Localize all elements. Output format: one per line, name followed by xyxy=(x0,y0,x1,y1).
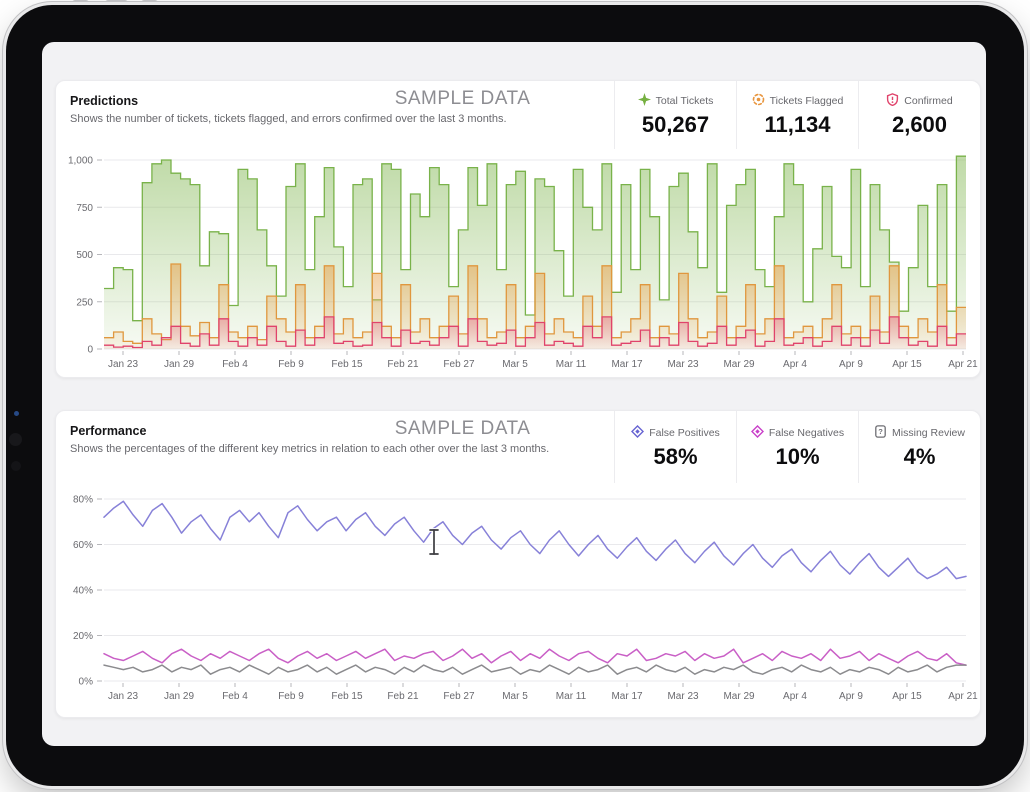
svg-text:Mar 5: Mar 5 xyxy=(502,359,528,370)
stat-label-text: Total Tickets xyxy=(655,94,714,107)
svg-text:Feb 27: Feb 27 xyxy=(443,691,475,702)
stat-label-text: Missing Review xyxy=(892,426,965,439)
svg-text:Feb 4: Feb 4 xyxy=(222,691,248,702)
svg-text:Feb 21: Feb 21 xyxy=(387,691,419,702)
svg-text:250: 250 xyxy=(76,297,93,308)
sensor-icon xyxy=(11,461,21,471)
sample-data-watermark: SAMPLE DATA xyxy=(394,88,531,109)
text-cursor-icon xyxy=(427,527,441,562)
performance-card-description: Shows the percentages of the different k… xyxy=(70,443,550,455)
predictions-card: Predictions Shows the number of tickets,… xyxy=(55,80,981,378)
svg-text:Mar 11: Mar 11 xyxy=(556,691,587,702)
sparkle-icon xyxy=(637,92,651,109)
svg-text:80%: 80% xyxy=(73,495,93,506)
stat-label-text: Tickets Flagged xyxy=(769,94,844,107)
svg-text:Mar 11: Mar 11 xyxy=(556,359,587,370)
stat-label-text: False Positives xyxy=(649,426,720,439)
performance-chart[interactable]: 0% 20% 40% 60% 80% Jan 23 Jan 29 Feb 4 Feb 9 Feb … xyxy=(56,484,982,706)
predictions-card-title: Predictions xyxy=(70,94,139,108)
svg-text:?: ? xyxy=(878,427,883,436)
svg-text:500: 500 xyxy=(76,250,93,261)
svg-text:0: 0 xyxy=(87,345,93,356)
stat-label-text: Confirmed xyxy=(904,94,953,107)
stat-value: 2,600 xyxy=(891,111,948,137)
svg-text:Mar 29: Mar 29 xyxy=(723,691,755,702)
svg-text:40%: 40% xyxy=(73,586,93,597)
svg-text:1,000: 1,000 xyxy=(68,156,93,167)
performance-card-header: Performance Shows the percentages of the… xyxy=(56,411,980,483)
svg-text:750: 750 xyxy=(76,203,93,214)
power-button[interactable] xyxy=(72,0,89,8)
svg-text:Feb 15: Feb 15 xyxy=(331,691,363,702)
stat-tickets-flagged: Tickets Flagged 11,134 xyxy=(736,81,858,149)
stat-missing-review: ? Missing Review 4% xyxy=(858,411,980,483)
svg-text:Apr 15: Apr 15 xyxy=(892,359,922,370)
svg-text:Apr 21: Apr 21 xyxy=(948,359,978,370)
predictions-stats: Total Tickets 50,267 Tickets Flagged 11,… xyxy=(614,81,980,149)
scan-target-icon xyxy=(752,93,765,109)
svg-text:20%: 20% xyxy=(73,631,93,642)
stat-false-negatives: False Negatives 10% xyxy=(736,411,858,483)
predictions-card-header: Predictions Shows the number of tickets,… xyxy=(56,81,980,149)
svg-text:Jan 23: Jan 23 xyxy=(108,359,138,370)
stat-value: 11,134 xyxy=(764,111,831,137)
predictions-card-description: Shows the number of tickets, tickets fla… xyxy=(70,113,507,125)
front-camera-icon xyxy=(14,411,19,416)
shield-alert-icon xyxy=(886,92,899,109)
stat-false-positives: False Positives 58% xyxy=(614,411,736,483)
svg-text:0%: 0% xyxy=(79,677,94,688)
svg-text:Apr 9: Apr 9 xyxy=(839,691,863,702)
svg-text:Jan 29: Jan 29 xyxy=(164,691,194,702)
volume-down-button[interactable] xyxy=(141,0,158,8)
svg-text:Feb 27: Feb 27 xyxy=(443,359,475,370)
svg-text:Apr 9: Apr 9 xyxy=(839,359,863,370)
svg-text:Feb 9: Feb 9 xyxy=(278,691,304,702)
svg-text:Mar 23: Mar 23 xyxy=(667,691,699,702)
svg-text:Mar 29: Mar 29 xyxy=(723,359,755,370)
predictions-chart[interactable]: 0 250 500 750 1,000 Jan 23 Jan 29 Feb 4 Feb 9 Feb… xyxy=(56,150,982,374)
camera-lens-icon xyxy=(9,433,22,446)
performance-card-title: Performance xyxy=(70,424,147,438)
file-question-icon: ? xyxy=(874,424,887,441)
stat-value: 10% xyxy=(775,443,820,469)
svg-text:Jan 29: Jan 29 xyxy=(164,359,194,370)
sample-data-watermark: SAMPLE DATA xyxy=(394,418,531,439)
performance-card: Performance Shows the percentages of the… xyxy=(55,410,981,718)
svg-text:Feb 9: Feb 9 xyxy=(278,359,304,370)
svg-text:Mar 17: Mar 17 xyxy=(611,359,643,370)
svg-text:Mar 17: Mar 17 xyxy=(611,691,643,702)
diamond-target-icon xyxy=(631,424,645,441)
stat-value: 50,267 xyxy=(641,111,710,137)
svg-text:Apr 4: Apr 4 xyxy=(783,359,807,370)
svg-text:Mar 23: Mar 23 xyxy=(667,359,699,370)
stat-value: 4% xyxy=(903,443,936,469)
svg-text:Apr 21: Apr 21 xyxy=(948,691,978,702)
stat-total-tickets: Total Tickets 50,267 xyxy=(614,81,736,149)
svg-text:Feb 15: Feb 15 xyxy=(331,359,363,370)
svg-text:60%: 60% xyxy=(73,540,93,551)
volume-up-button[interactable] xyxy=(105,0,128,8)
svg-text:Feb 4: Feb 4 xyxy=(222,359,248,370)
diamond-target-icon xyxy=(750,424,764,441)
tablet-screen: Predictions Shows the number of tickets,… xyxy=(42,42,986,746)
stat-label-text: False Negatives xyxy=(768,426,845,439)
stat-confirmed: Confirmed 2,600 xyxy=(858,81,980,149)
svg-text:Apr 15: Apr 15 xyxy=(892,691,922,702)
stat-value: 58% xyxy=(653,443,698,469)
svg-text:Feb 21: Feb 21 xyxy=(387,359,419,370)
svg-text:Apr 4: Apr 4 xyxy=(783,691,807,702)
performance-stats: False Positives 58% False Negatives 10% xyxy=(614,411,980,483)
svg-text:Jan 23: Jan 23 xyxy=(108,691,138,702)
svg-text:Mar 5: Mar 5 xyxy=(502,691,528,702)
